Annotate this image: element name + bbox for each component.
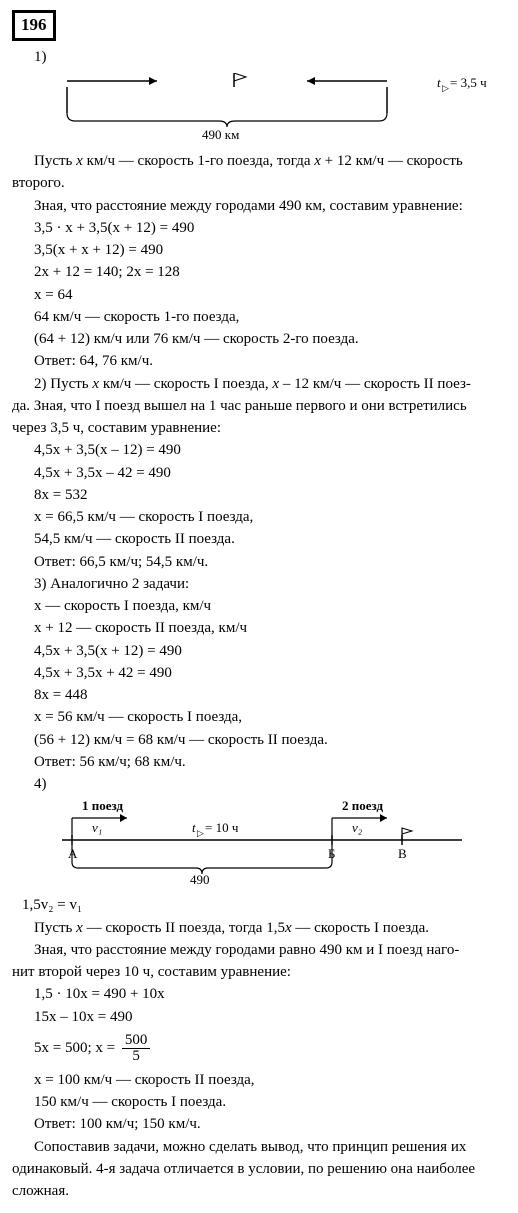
t1b: x bbox=[76, 153, 83, 169]
diagram1-svg: 490 км t ▷ = 3,5 ч bbox=[42, 73, 492, 141]
p4-text1: Пусть x — скорость II поезда, тогда 1,5x… bbox=[12, 918, 506, 938]
time-t: t bbox=[437, 75, 441, 90]
p4-eq4: x = 100 км/ч — скорость II поезда, bbox=[34, 1070, 506, 1090]
p1-eq2: 3,5(x + x + 12) = 490 bbox=[34, 240, 506, 260]
t4c: — скорость II поезда, тогда 1,5 bbox=[83, 920, 285, 936]
p1-eq4: x = 64 bbox=[34, 285, 506, 305]
p1-eq3: 2x + 12 = 140; 2x = 128 bbox=[34, 262, 506, 282]
time-sub: ▷ bbox=[442, 83, 449, 93]
d2-v1: v₁ bbox=[92, 820, 102, 835]
d2-train2: 2 поезд bbox=[342, 800, 383, 813]
p2-eq4: x = 66,5 км/ч — скорость I поезда, bbox=[34, 507, 506, 527]
p4-text2: Зная, что расстояние между городами равн… bbox=[12, 940, 506, 960]
t1a: Пусть bbox=[34, 153, 76, 169]
t1e: + 12 км/ч — скорость bbox=[321, 153, 463, 169]
p4-label: 4) bbox=[34, 774, 506, 794]
d2-tsub: ▷ bbox=[197, 828, 204, 838]
d2-dist: 490 bbox=[190, 872, 210, 885]
p2-eq3: 8x = 532 bbox=[34, 485, 506, 505]
p3-eq5: 8x = 448 bbox=[34, 685, 506, 705]
p3-eq1: x — скорость I поезда, км/ч bbox=[34, 596, 506, 616]
p2-text1: 2) Пусть x км/ч — скорость I поезда, x –… bbox=[12, 374, 506, 394]
time-val: = 3,5 ч bbox=[450, 75, 487, 90]
t2c: км/ч — скорость I поезда, bbox=[99, 376, 272, 392]
p3-eq2: x + 12 — скорость II поезда, км/ч bbox=[34, 618, 506, 638]
t1c: км/ч — скорость 1-го поезда, тогда bbox=[83, 153, 314, 169]
part1-label: 1) bbox=[34, 47, 506, 67]
p4-eq1: 1,5 · 10x = 490 + 10x bbox=[34, 984, 506, 1004]
p1-text1: Пусть x км/ч — скорость 1-го поезда, тог… bbox=[12, 151, 506, 171]
p2-eq2: 4,5x + 3,5x – 42 = 490 bbox=[34, 463, 506, 483]
t1d: x bbox=[314, 153, 321, 169]
p4-eq3a: 5x = 500; x = bbox=[34, 1040, 119, 1056]
d2-t: t bbox=[192, 820, 196, 835]
diagram-2: 1 поезд 2 поезд v₁ v₂ t ▷ = 10 ч А Б В 4… bbox=[42, 800, 506, 885]
p4-eq5: 150 км/ч — скорость I поезда. bbox=[34, 1092, 506, 1112]
t4d: x bbox=[285, 920, 292, 936]
p4-eq2: 15x – 10x = 490 bbox=[34, 1007, 506, 1027]
t2e: – 12 км/ч — скорость II поез- bbox=[279, 376, 471, 392]
p1-eq6: (64 + 12) км/ч или 76 км/ч — скорость 2-… bbox=[34, 329, 506, 349]
t2a: 2) Пусть bbox=[34, 376, 92, 392]
t4a: Пусть bbox=[34, 920, 76, 936]
fraction: 5005 bbox=[122, 1033, 151, 1064]
p1-ans: Ответ: 64, 76 км/ч. bbox=[34, 351, 506, 371]
p3-ans: Ответ: 56 км/ч; 68 км/ч. bbox=[34, 752, 506, 772]
d2-A: А bbox=[68, 846, 78, 861]
p1-cont: второго. bbox=[12, 173, 506, 193]
p4-eq3: 5x = 500; x = 5005 bbox=[34, 1033, 506, 1064]
p3-eq4: 4,5x + 3,5x + 42 = 490 bbox=[34, 663, 506, 683]
t4e: — скорость I поезда. bbox=[292, 920, 429, 936]
p3-eq7: (56 + 12) км/ч = 68 км/ч — скорость II п… bbox=[34, 730, 506, 750]
d2-V: В bbox=[398, 846, 407, 861]
p1-eq5: 64 км/ч — скорость 1-го поезда, bbox=[34, 307, 506, 327]
d2-train1: 1 поезд bbox=[82, 800, 123, 813]
d2-v2: v₂ bbox=[352, 820, 363, 835]
p4-rel: 1,5v₂ = v₁ bbox=[22, 895, 506, 915]
frac-den: 5 bbox=[122, 1049, 151, 1064]
p2-ans: Ответ: 66,5 км/ч; 54,5 км/ч. bbox=[34, 552, 506, 572]
d2-tval: = 10 ч bbox=[205, 820, 239, 835]
p2-text2: да. Зная, что I поезд вышел на 1 час ран… bbox=[12, 396, 506, 416]
p1-eq1: 3,5 · x + 3,5(x + 12) = 490 bbox=[34, 218, 506, 238]
p3-eq6: x = 56 км/ч — скорость I поезда, bbox=[34, 707, 506, 727]
p3-eq3: 4,5x + 3,5(x + 12) = 490 bbox=[34, 641, 506, 661]
p2-eq1: 4,5x + 3,5(x – 12) = 490 bbox=[34, 440, 506, 460]
concl-1: Сопоставив задачи, можно сделать вывод, … bbox=[12, 1137, 506, 1157]
problem-number: 196 bbox=[12, 10, 56, 41]
p4-text2c: нит второй через 10 ч, составим уравнени… bbox=[12, 962, 506, 982]
p2-eq5: 54,5 км/ч — скорость II поезда. bbox=[34, 529, 506, 549]
p4-ans: Ответ: 100 км/ч; 150 км/ч. bbox=[34, 1114, 506, 1134]
p2-text3: через 3,5 ч, составим уравнение: bbox=[12, 418, 506, 438]
t4b: x bbox=[76, 920, 83, 936]
diagram-1: 490 км t ▷ = 3,5 ч bbox=[42, 73, 506, 141]
dist-label: 490 км bbox=[202, 127, 239, 141]
p3-text1: 3) Аналогично 2 задачи: bbox=[34, 574, 506, 594]
concl-3: сложная. bbox=[12, 1181, 506, 1201]
p1-text2: Зная, что расстояние между городами 490 … bbox=[12, 196, 506, 216]
concl-2: одинаковый. 4-я задача отличается в усло… bbox=[12, 1159, 506, 1179]
diagram2-svg: 1 поезд 2 поезд v₁ v₂ t ▷ = 10 ч А Б В 4… bbox=[42, 800, 472, 885]
